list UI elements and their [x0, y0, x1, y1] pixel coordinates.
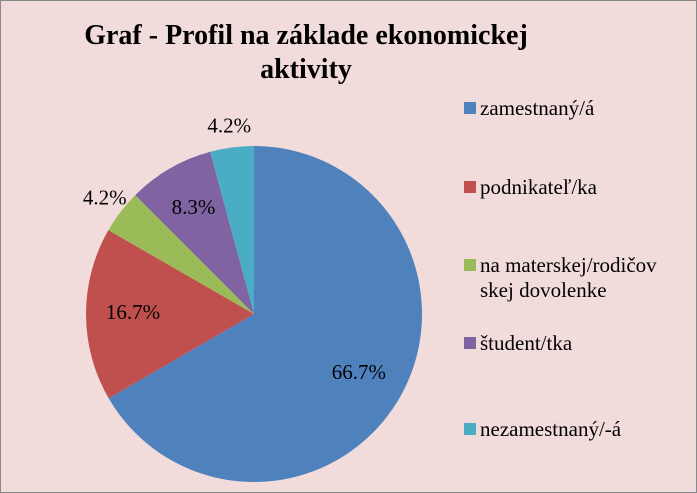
data-label: 16.7%	[106, 300, 160, 324]
legend-label: podnikateľ/ka	[480, 175, 597, 199]
legend-label: na materskej/rodičovskej dovolenke	[480, 253, 657, 302]
data-label: 8.3%	[172, 195, 216, 219]
legend-swatch	[464, 102, 476, 114]
data-label: 4.2%	[83, 185, 127, 209]
legend-item: zamestnaný/á	[464, 96, 664, 121]
pie-slice	[135, 151, 254, 314]
data-label: 66.7%	[332, 360, 386, 384]
pie-slice	[210, 146, 254, 314]
pie-slice	[108, 195, 254, 314]
legend-label: nezamestnaný/-á	[480, 417, 622, 441]
legend-item: študent/tka	[464, 331, 664, 356]
legend-swatch	[464, 259, 476, 271]
legend-item: na materskej/rodičovskej dovolenke	[464, 253, 664, 303]
legend-label: študent/tka	[480, 331, 573, 355]
legend-swatch	[464, 181, 476, 193]
legend-swatch	[464, 423, 476, 435]
pie-slice	[85, 230, 254, 399]
legend-item: nezamestnaný/-á	[464, 417, 664, 442]
legend-item: podnikateľ/ka	[464, 175, 664, 200]
chart-title: Graf - Profil na základe ekonomickej akt…	[84, 20, 528, 85]
pie-slice	[108, 146, 423, 482]
data-label: 4.2%	[207, 113, 251, 137]
legend-label: zamestnaný/á	[480, 96, 595, 120]
legend-swatch	[464, 337, 476, 349]
